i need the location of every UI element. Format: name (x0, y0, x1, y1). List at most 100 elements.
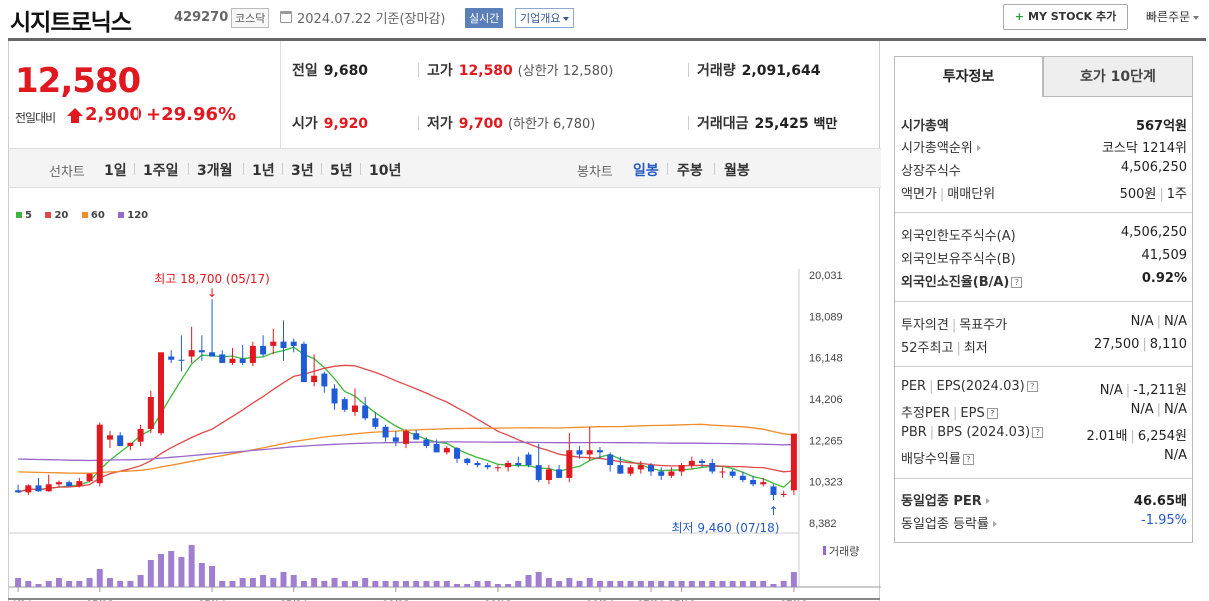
volume-bar (198, 563, 205, 587)
period-1y[interactable]: 1년 (252, 163, 275, 179)
period-10y[interactable]: 10년 (369, 163, 402, 179)
candle-body (86, 473, 93, 482)
volume-bar (443, 581, 450, 587)
invest-row-label: 배당수익률? (901, 448, 974, 467)
y-tick-label: 8,382 (809, 518, 837, 530)
date-label: 2024.07.22 기준(장마감) (297, 12, 446, 27)
x-tick-label: 05/14 (198, 599, 226, 601)
main-panel: 12,580 전일대비 2,900 +29.96% 전일 9,680 고가 12,5… (8, 41, 881, 601)
candle-body (719, 471, 726, 473)
candle-body (647, 465, 654, 472)
invest-row-label[interactable]: 동일업종 등락률 (901, 513, 997, 532)
volume-bar (403, 581, 409, 587)
calendar-icon (280, 11, 292, 23)
divider (688, 116, 689, 130)
x-tick-label: 07/10 (668, 599, 696, 601)
candle-body (780, 493, 787, 495)
volume-bar (535, 572, 542, 587)
candle-body (545, 469, 552, 481)
volume-bar (270, 578, 277, 587)
candle-body (699, 460, 706, 464)
invest-row-value: 27,500 | 8,110 (1093, 337, 1187, 352)
divider (895, 212, 1192, 213)
period-3m[interactable]: 3개월 (197, 163, 233, 179)
help-icon[interactable]: ? (962, 454, 974, 465)
invest-info-box: 시가총액 567억원 시가총액순위 코스닥 1214위 상장주식수 4,506,250 액면… (894, 97, 1193, 543)
volume-bar (709, 581, 716, 587)
volume-bar (760, 581, 767, 587)
invest-row: 동일업종 PER 46.65배 (901, 490, 1187, 510)
invest-row-label: 액면가 | 매매단위 (901, 187, 996, 202)
volume-bar (750, 581, 757, 587)
volume-bar (637, 581, 644, 587)
divider (895, 478, 1192, 479)
divider (8, 38, 1206, 41)
volume-bar (607, 581, 614, 587)
current-price: 12,580 (15, 61, 141, 101)
candle-body (525, 454, 532, 466)
candle-body (76, 481, 83, 487)
volume-bar (106, 578, 113, 587)
candle-body (249, 345, 256, 363)
invest-row-label[interactable]: 동일업종 PER (901, 490, 990, 509)
volume-bar (249, 578, 256, 587)
y-tick-label: 12,265 (809, 435, 843, 447)
volume-bar (668, 581, 675, 587)
period-1w[interactable]: 1주일 (143, 163, 179, 179)
min-price-label: 최저 9,460 (07/18) (671, 521, 779, 535)
tab-invest-info[interactable]: 투자정보 (894, 56, 1043, 97)
help-icon[interactable]: ? (1032, 427, 1044, 438)
invest-row: 52주최고 | 최저 27,500 | 8,110 (901, 337, 1187, 357)
period-weekly[interactable]: 주봉 (677, 163, 703, 179)
volume-bar (96, 569, 103, 587)
volume-bar (300, 581, 307, 587)
invest-row-label: 시가총액 (901, 119, 949, 134)
period-5y[interactable]: 5년 (330, 163, 353, 179)
candle-body (270, 341, 277, 346)
candle-body (239, 358, 246, 363)
volume-bar (678, 581, 685, 587)
candle-body (658, 471, 665, 476)
plus-icon: + (1014, 10, 1025, 23)
price-block: 12,580 전일대비 2,900 +29.96% (9, 41, 281, 148)
company-overview-label: 기업개요 (520, 12, 561, 25)
candle-body (321, 373, 328, 387)
invest-row: 상장주식수 4,506,250 (901, 160, 1187, 180)
divider (667, 163, 668, 175)
candle-body (290, 341, 297, 346)
company-overview-button[interactable]: 기업개요 (515, 8, 575, 28)
invest-row-value: 4,506,250 (1120, 160, 1187, 175)
volume-bar (433, 581, 440, 587)
add-mystock-button[interactable]: + MY STOCK 추가 (1003, 4, 1128, 30)
invest-row-label[interactable]: 시가총액순위 (901, 137, 981, 156)
stock-header: 시지트로닉스 429270 코스닥 2024.07.22 기준(장마감) 실시간… (0, 0, 1209, 38)
help-icon[interactable]: ? (1011, 277, 1023, 288)
volume-bar (117, 581, 124, 587)
period-daily[interactable]: 일봉 (633, 163, 659, 179)
period-3y[interactable]: 3년 (291, 163, 314, 179)
invest-row-value: 46.65배 (1133, 494, 1187, 509)
help-icon[interactable]: ? (986, 408, 998, 419)
invest-row-value: N/A | -1,211원 (1099, 383, 1187, 398)
volume-bar (382, 581, 389, 587)
price-chart[interactable]: 5 20 60 120 20,031 18,089 16,148 14,206 12,2… (9, 189, 881, 601)
help-icon[interactable]: ? (1026, 381, 1038, 392)
quick-order-button[interactable]: 빠른주문 (1146, 8, 1200, 25)
volume-bar (66, 581, 73, 587)
period-1d[interactable]: 1일 (104, 163, 127, 179)
volume-bar (15, 578, 22, 587)
volume-bar (494, 584, 501, 587)
candle-body (96, 424, 103, 484)
tab-orderbook[interactable]: 호가 10단계 (1043, 56, 1193, 97)
caret-right-icon (976, 145, 981, 151)
invest-row: 액면가 | 매매단위 500원 | 1주 (901, 183, 1187, 203)
invest-row-label: 외국인한도주식수(A) (901, 229, 1016, 244)
volume-bar (168, 551, 175, 587)
candle-body (709, 463, 716, 472)
realtime-button[interactable]: 실시간 (465, 8, 504, 28)
period-monthly[interactable]: 월봉 (724, 163, 750, 179)
candle-body (209, 352, 216, 357)
stat-open: 시가 9,920 (292, 116, 369, 132)
max-arrow-icon: ↓ (207, 286, 217, 300)
divider (134, 163, 135, 175)
